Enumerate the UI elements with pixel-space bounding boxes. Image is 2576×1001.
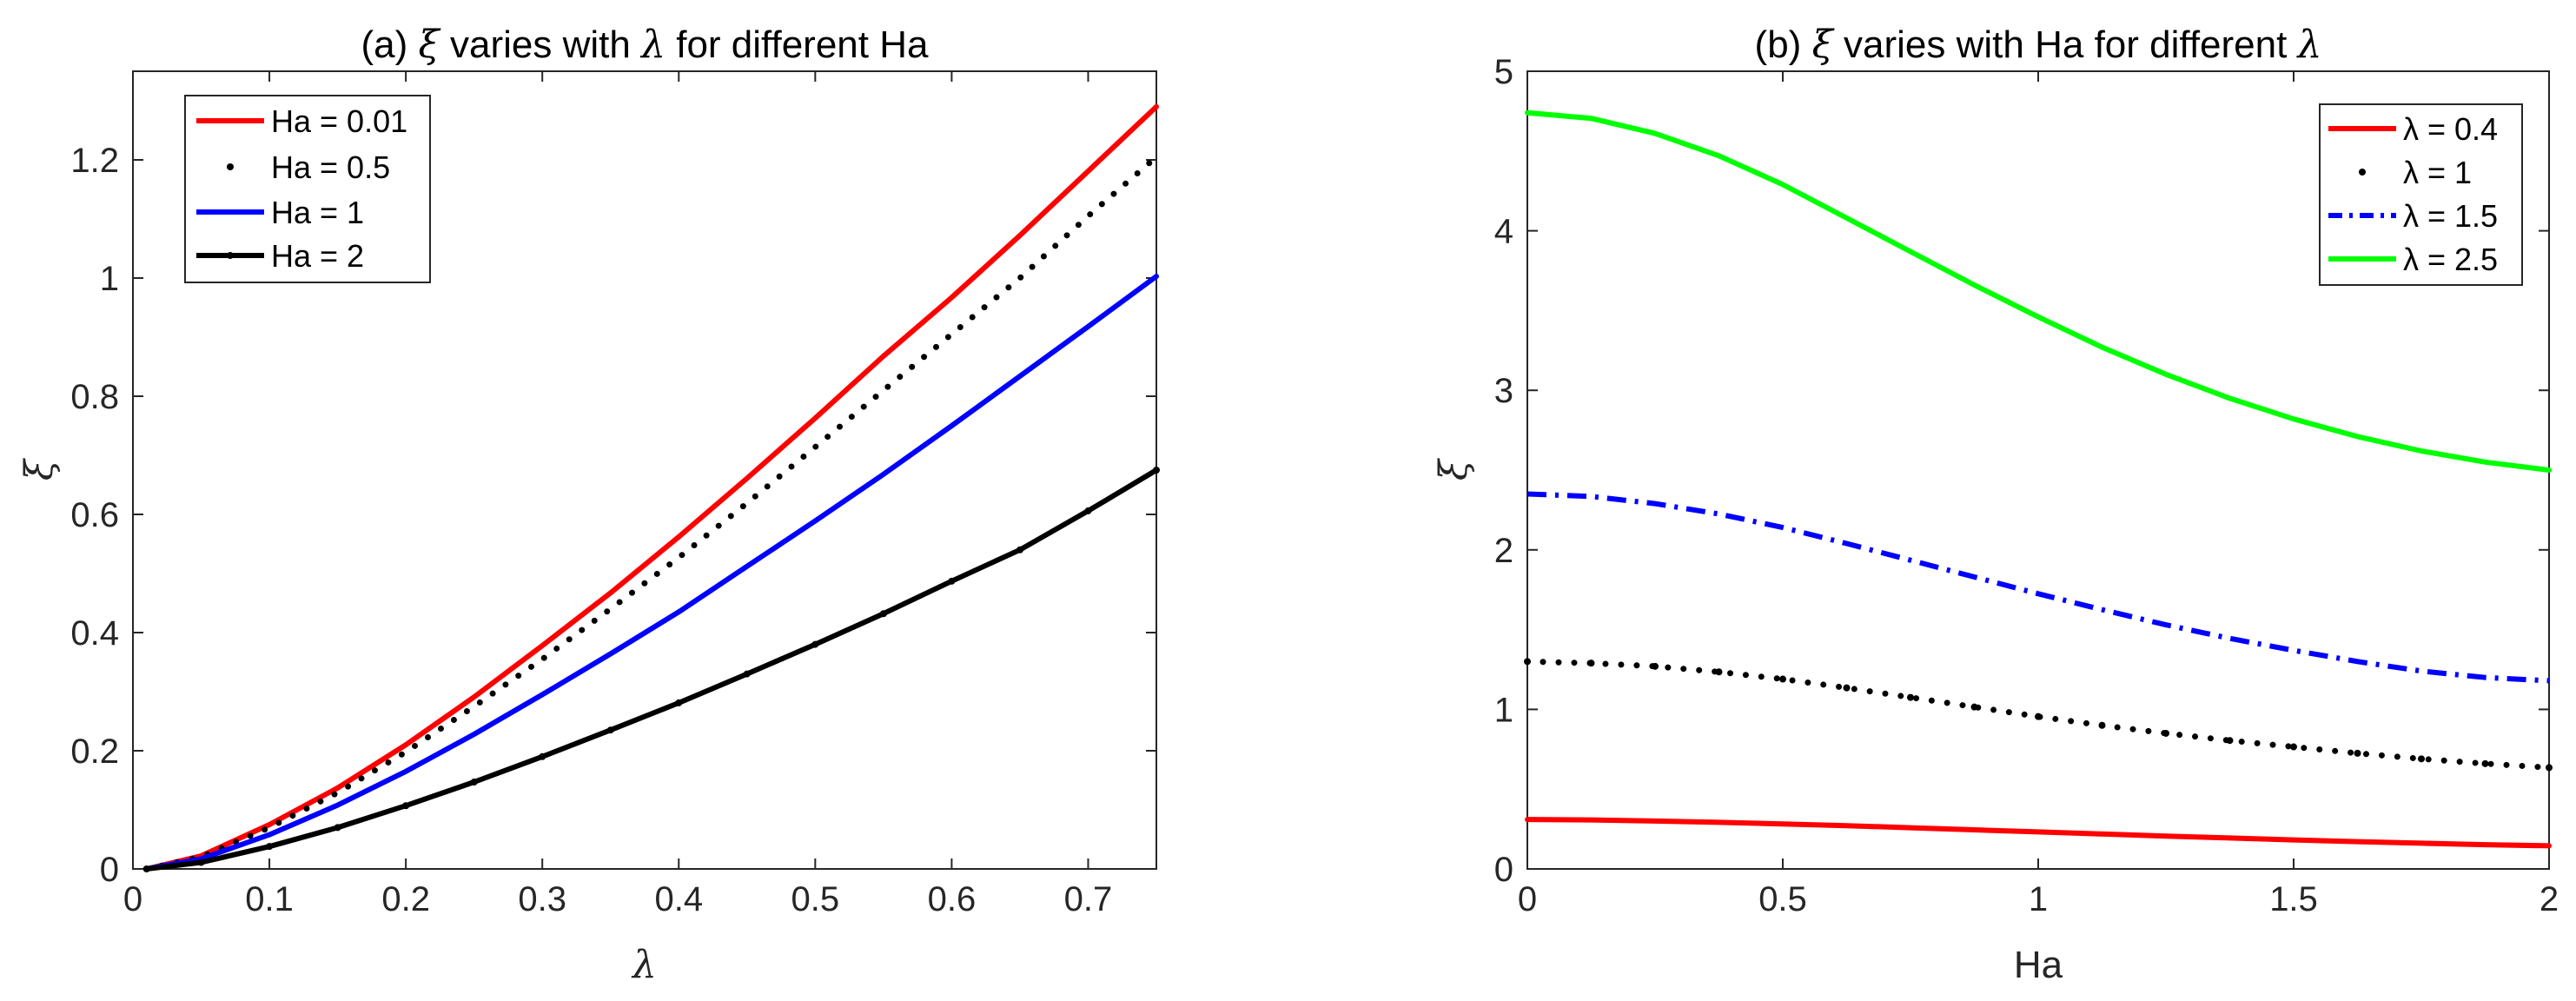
chart-a-ytick-label: 0.2 (70, 733, 119, 771)
chart-a-series-3-point (470, 779, 478, 786)
chart-a-series-3-point (1016, 546, 1023, 554)
legend-b-marker-1 (2359, 169, 2366, 176)
chart-a-xtick-label: 0.4 (654, 880, 703, 918)
chart-a-ylabel: ξ (17, 457, 62, 481)
legend-a-label-3: Ha = 2 (271, 238, 364, 274)
chart-a-series-3-point (1084, 507, 1092, 514)
chart-b-ytick-label: 5 (1494, 53, 1513, 91)
chart-b-series-1-point (1652, 662, 1659, 670)
legend-a-marker-1 (227, 163, 234, 170)
chart-b-series-1-point (1524, 658, 1531, 666)
chart-b-series-1-point (1970, 703, 1978, 711)
legend-b-label-1: λ = 1 (2403, 155, 2472, 190)
legend-b-label-3: λ = 2.5 (2403, 242, 2498, 277)
chart-a-ytick-label: 0.6 (70, 496, 119, 534)
legend-b-label-0: λ = 0.4 (2403, 111, 2498, 147)
chart-b-xtick-label: 0.5 (1758, 880, 1807, 918)
chart-a-xtick-label: 0.5 (791, 880, 840, 918)
chart-a-xtick-label: 0.3 (518, 880, 566, 918)
chart-a-series-3-point (266, 843, 274, 851)
chart-b-series-1-point (2035, 713, 2042, 720)
chart-a-series-3-point (879, 610, 887, 618)
chart-a-series-2-line (143, 274, 1159, 872)
chart-b-series-2-line (1526, 491, 2550, 684)
chart-a-series-3-point (743, 670, 751, 678)
chart-a-ytick-label: 1 (100, 260, 119, 298)
chart-a-series-3-point (197, 858, 205, 866)
chart-a-series-3-point (811, 640, 819, 648)
chart-a-xtick-label: 0.1 (245, 880, 294, 918)
chart-b-series-1-point (2546, 764, 2553, 772)
chart-a-series-3-point (675, 699, 683, 706)
chart-b-series-1-point (2162, 729, 2169, 737)
chart-a-series-3-point (402, 802, 410, 810)
chart-a-series-3-point (948, 577, 956, 585)
chart-b-xtick-label: 0 (1518, 880, 1537, 918)
chart-b-xtick-label: 2 (2540, 880, 2559, 918)
chart-a-xtick-label: 0.7 (1064, 880, 1113, 918)
chart-a-ytick-label: 0.4 (70, 614, 119, 653)
chart-a-xlabel: λ (631, 943, 657, 987)
legend-a-label-2: Ha = 1 (271, 195, 364, 230)
chart-b-series-1-point (1587, 660, 1595, 667)
chart-panel-a: (a) ξ varies with λ for different Ha 0 0.… (17, 23, 1160, 987)
chart-b-ylabel: ξ (1432, 457, 1476, 481)
chart-b-ytick-label: 4 (1494, 213, 1513, 251)
chart-b-series-1-point (2226, 737, 2234, 745)
chart-b-series-3-line (1525, 109, 2552, 473)
chart-a-series-3-line (143, 467, 1159, 872)
legend-a-label-1: Ha = 0.5 (271, 149, 390, 185)
chart-b-series-1-point (1843, 684, 1851, 692)
chart-b-series-1-point (1779, 675, 1786, 683)
chart-b-xtick-label: 1 (2029, 880, 2048, 918)
legend-b-label-2: λ = 1.5 (2403, 198, 2498, 234)
chart-a-series-3-point (142, 865, 150, 872)
chart-a-xtick-label: 0.2 (381, 880, 430, 918)
chart-b-series-1-point (2290, 743, 2297, 751)
chart-b-ytick-label: 2 (1494, 532, 1513, 570)
chart-b-series-1-point (1907, 693, 1914, 701)
chart-a-series-0-line (143, 103, 1159, 872)
legend-a-marker-3 (227, 252, 234, 259)
chart-a-series-3-point (1153, 467, 1160, 474)
chart-b-series-1-point (2098, 721, 2106, 729)
chart-b-series-1-point (2481, 759, 2489, 767)
chart-b-title: (b) ξ varies with Ha for different λ (1755, 23, 2322, 67)
chart-a-ytick-label: 1.2 (70, 142, 119, 180)
chart-a-series-3-point (334, 824, 341, 832)
chart-a-ytick-label: 0.8 (70, 378, 119, 416)
chart-a-series-3-point (606, 726, 614, 734)
chart-b-series-0-line (1525, 817, 2552, 849)
legend-a-label-0: Ha = 0.01 (271, 103, 407, 139)
chart-a-ytick-label: 0 (100, 851, 119, 889)
chart-b-series-1-point (1715, 668, 1723, 676)
chart-a-series-1-line (143, 154, 1160, 872)
chart-a-xtick-label: 0.6 (928, 880, 977, 918)
chart-a-legend: Ha = 0.01 Ha = 0.5 Ha = 1 Ha = 2 (184, 95, 431, 283)
chart-panel-b: (b) ξ varies with Ha for different λ 0 0.… (1432, 23, 2559, 986)
chart-b-series-1-point (2418, 755, 2425, 763)
chart-b-series-1-point (2354, 749, 2361, 757)
chart-b-legend: λ = 0.4 λ = 1 λ = 1.5 λ = 2.5 (2319, 103, 2523, 286)
chart-a-title: (a) ξ varies with λ for different Ha (361, 23, 929, 67)
chart-b-ytick-label: 0 (1494, 851, 1513, 889)
chart-b-xtick-label: 1.5 (2269, 880, 2318, 918)
chart-a-series-3-point (539, 752, 546, 760)
chart-b-ytick-label: 3 (1494, 372, 1513, 410)
chart-a-xtick-label: 0 (123, 880, 142, 918)
chart-b-ytick-label: 1 (1494, 691, 1513, 729)
chart-b-xlabel: Ha (2014, 944, 2063, 986)
